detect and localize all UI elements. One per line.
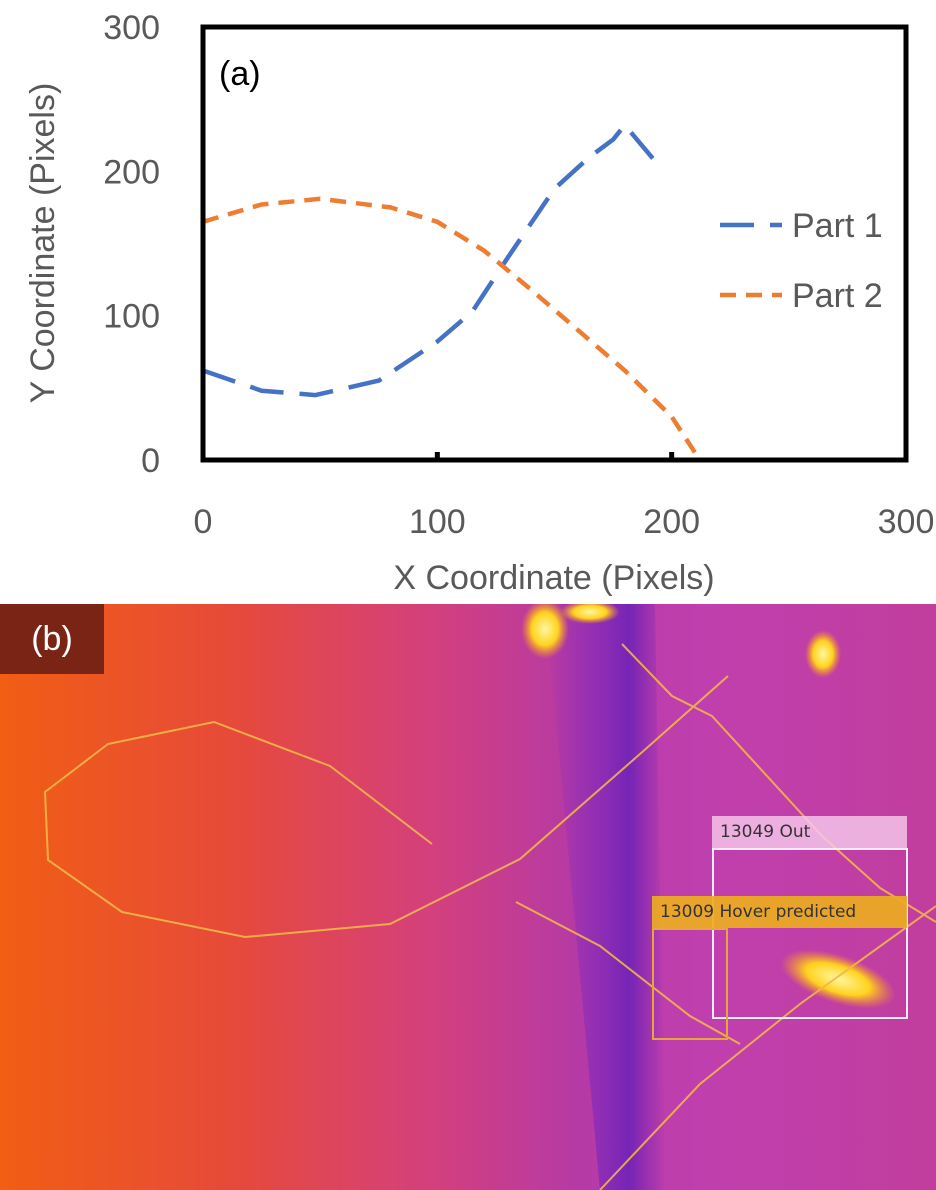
- hotspot-top-left: [521, 604, 569, 659]
- detection-label-13049: 13049 Out: [712, 816, 907, 848]
- hotspot-top-center: [560, 604, 620, 624]
- panel-a-label: (a): [219, 55, 261, 93]
- y-axis-label: Y Coordinate (Pixels): [24, 83, 62, 404]
- y-tick-label: 200: [103, 153, 160, 191]
- track-line-loop: [43, 675, 729, 939]
- x-tick-label: 300: [878, 503, 935, 541]
- track-line-lower: [515, 901, 741, 1045]
- x-tick-label: 100: [409, 503, 466, 541]
- y-tick-label: 100: [103, 298, 160, 336]
- thermal-image-panel-b: (b) 13049 Out 13009 Hover predicted: [0, 604, 936, 1190]
- chart-panel-a: 0 100 200 300 0 100 200 300 Part 1 Part 2 (a) X C…: [24, 9, 935, 597]
- panel-b-label: (b): [0, 604, 104, 674]
- y-tick-label: 0: [141, 442, 160, 480]
- legend-label-1: Part 1: [792, 207, 883, 245]
- track-line-crossing: [599, 905, 936, 1190]
- cool-stripe: [545, 604, 665, 1190]
- detection-box-13009: [652, 928, 728, 1040]
- x-axis-label: X Coordinate (Pixels): [393, 559, 714, 597]
- y-tick-label: 300: [103, 9, 160, 47]
- detection-label-13009: 13009 Hover predicted: [652, 896, 907, 928]
- hotspot-top-right: [805, 630, 841, 678]
- chart-marks: 0 100 200 300 0 100 200 300 Part 1 Part 2: [103, 9, 934, 541]
- series-line-1: [202, 122, 662, 398]
- series-line-2: [202, 196, 697, 455]
- track-line-diagonal: [621, 643, 936, 923]
- hotspot-bottom-right: [780, 949, 896, 1009]
- track-lines: [43, 643, 936, 1190]
- legend-label-2: Part 2: [792, 277, 883, 315]
- plot-area-frame: [200, 24, 909, 463]
- x-tick-label: 200: [643, 503, 700, 541]
- line-chart: 0 100 200 300 0 100 200 300 Part 1 Part 2 (a) X C…: [24, 9, 934, 597]
- detection-box-13049: [712, 848, 908, 1019]
- x-tick-label: 0: [194, 503, 213, 541]
